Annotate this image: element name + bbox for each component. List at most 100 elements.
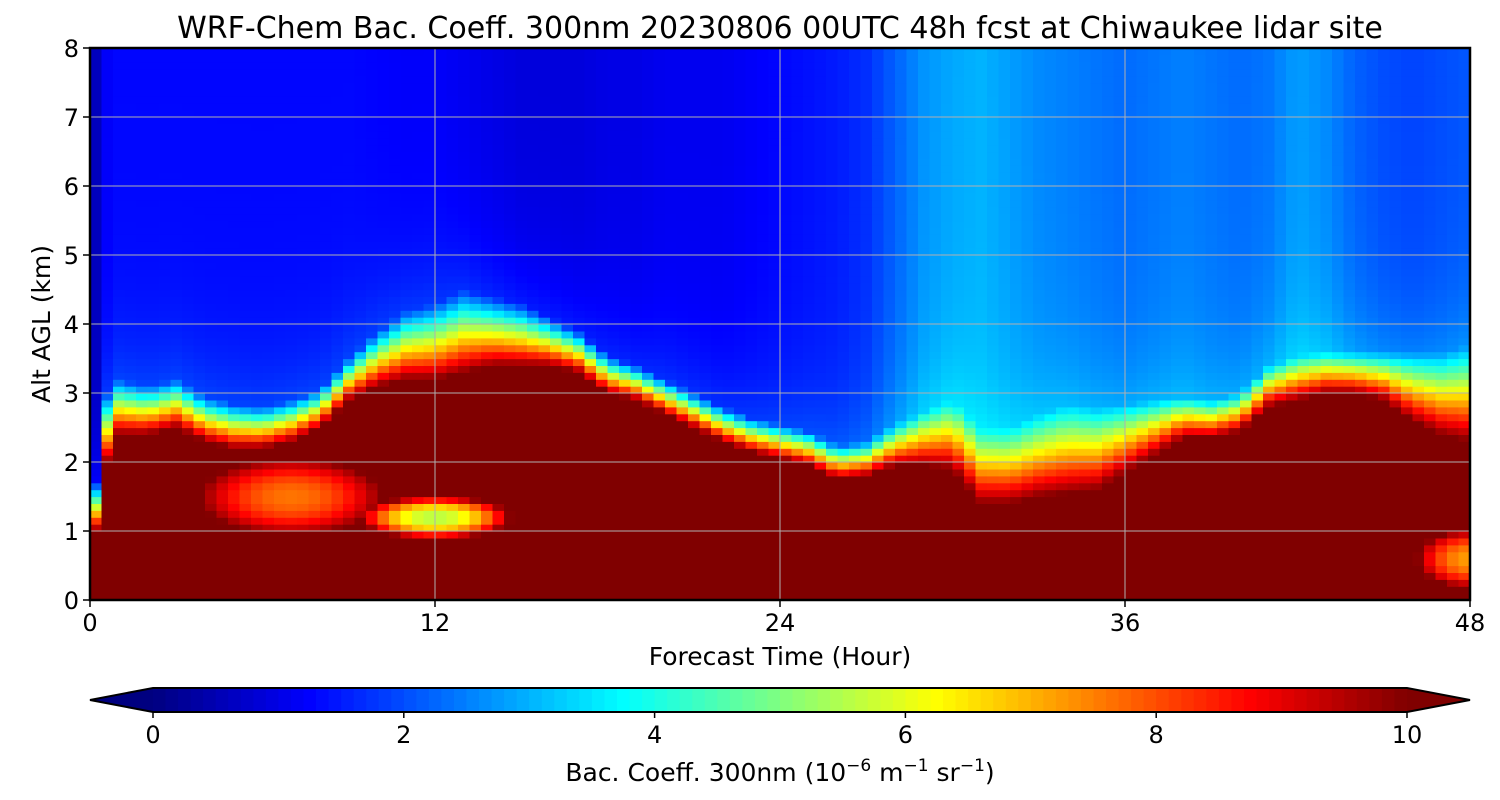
- heatmap-cell: [101, 496, 114, 504]
- heatmap-cell: [182, 82, 195, 90]
- heatmap-cell: [239, 289, 252, 297]
- heatmap-cell: [561, 213, 574, 222]
- heatmap-cell: [676, 365, 689, 373]
- heatmap-cell: [469, 517, 482, 525]
- heatmap-cell: [745, 68, 758, 77]
- heatmap-cell: [768, 172, 781, 180]
- heatmap-cell: [239, 468, 252, 477]
- heatmap-cell: [768, 531, 781, 539]
- heatmap-cell: [722, 255, 735, 263]
- heatmap-cell: [412, 137, 425, 146]
- heatmap-cell: [757, 482, 770, 491]
- heatmap-cell: [458, 510, 471, 518]
- heatmap-cell: [711, 489, 724, 498]
- heatmap-cell: [285, 441, 298, 449]
- heatmap-cell: [676, 462, 689, 470]
- heatmap-cell: [251, 579, 264, 587]
- heatmap-cell: [400, 89, 413, 97]
- heatmap-cell: [630, 565, 643, 573]
- heatmap-cell: [757, 151, 770, 159]
- heatmap-cell: [182, 261, 195, 270]
- heatmap-cell: [308, 282, 321, 291]
- heatmap-cell: [228, 386, 241, 394]
- heatmap-cell: [308, 324, 321, 332]
- heatmap-cell: [699, 186, 712, 194]
- heatmap-cell: [90, 206, 103, 215]
- heatmap-cell: [216, 372, 229, 380]
- heatmap-cell: [308, 468, 321, 477]
- heatmap-cell: [757, 165, 770, 173]
- heatmap-cell: [446, 220, 459, 228]
- heatmap-cell: [780, 420, 793, 429]
- heatmap-cell: [757, 172, 770, 180]
- heatmap-cell: [159, 82, 172, 90]
- heatmap-cell: [170, 324, 183, 332]
- heatmap-cell: [757, 186, 770, 194]
- heatmap-cell: [193, 68, 206, 77]
- heatmap-cell: [113, 593, 126, 600]
- heatmap-cell: [734, 68, 747, 77]
- heatmap-cell: [182, 551, 195, 560]
- heatmap-cell: [515, 261, 528, 270]
- heatmap-cell: [607, 275, 620, 284]
- heatmap-cell: [193, 103, 206, 111]
- heatmap-cell: [561, 96, 574, 104]
- heatmap-cell: [665, 379, 678, 387]
- heatmap-cell: [285, 234, 298, 242]
- heatmap-cell: [170, 351, 183, 360]
- heatmap-cell: [780, 510, 793, 518]
- heatmap-cell: [377, 303, 390, 311]
- heatmap-cell: [136, 386, 149, 394]
- heatmap-cell: [193, 344, 206, 353]
- heatmap-cell: [757, 110, 770, 118]
- heatmap-cell: [596, 475, 609, 484]
- heatmap-cell: [561, 455, 574, 463]
- heatmap-cell: [711, 317, 724, 325]
- heatmap-cell: [251, 172, 264, 180]
- heatmap-cell: [412, 462, 425, 470]
- heatmap-cell: [90, 386, 103, 394]
- heatmap-cell: [492, 137, 505, 146]
- heatmap-cell: [722, 482, 735, 491]
- heatmap-cell: [389, 572, 402, 580]
- heatmap-cell: [538, 275, 551, 284]
- heatmap-cell: [711, 593, 724, 600]
- heatmap-cell: [492, 255, 505, 263]
- heatmap-cell: [619, 496, 632, 504]
- heatmap-cell: [780, 413, 793, 422]
- heatmap-cell: [446, 179, 459, 187]
- heatmap-cell: [136, 213, 149, 222]
- heatmap-cell: [182, 475, 195, 484]
- heatmap-cell: [722, 192, 735, 201]
- heatmap-cell: [343, 103, 356, 111]
- heatmap-cell: [262, 241, 275, 249]
- heatmap-cell: [412, 103, 425, 111]
- heatmap-cell: [205, 379, 218, 387]
- heatmap-cell: [297, 268, 310, 277]
- heatmap-cell: [745, 324, 758, 332]
- heatmap-cell: [527, 199, 540, 208]
- heatmap-cell: [607, 248, 620, 256]
- heatmap-cell: [366, 61, 379, 70]
- heatmap-cell: [262, 248, 275, 256]
- heatmap-cell: [573, 524, 586, 532]
- heatmap-cell: [228, 282, 241, 291]
- heatmap-cell: [377, 537, 390, 546]
- heatmap-cell: [377, 324, 390, 332]
- heatmap-cell: [228, 255, 241, 263]
- heatmap-cell: [90, 510, 103, 518]
- heatmap-cell: [504, 586, 517, 594]
- heatmap-cell: [745, 365, 758, 373]
- heatmap-cell: [239, 103, 252, 111]
- heatmap-cell: [527, 89, 540, 97]
- heatmap-cell: [331, 462, 344, 470]
- heatmap-cell: [803, 524, 816, 532]
- heatmap-cell: [331, 379, 344, 387]
- heatmap-cell: [90, 199, 103, 208]
- heatmap-cell: [768, 103, 781, 111]
- heatmap-cell: [711, 282, 724, 291]
- heatmap-cell: [504, 558, 517, 567]
- heatmap-cell: [308, 441, 321, 449]
- heatmap-cell: [354, 199, 367, 208]
- heatmap-cell: [159, 282, 172, 291]
